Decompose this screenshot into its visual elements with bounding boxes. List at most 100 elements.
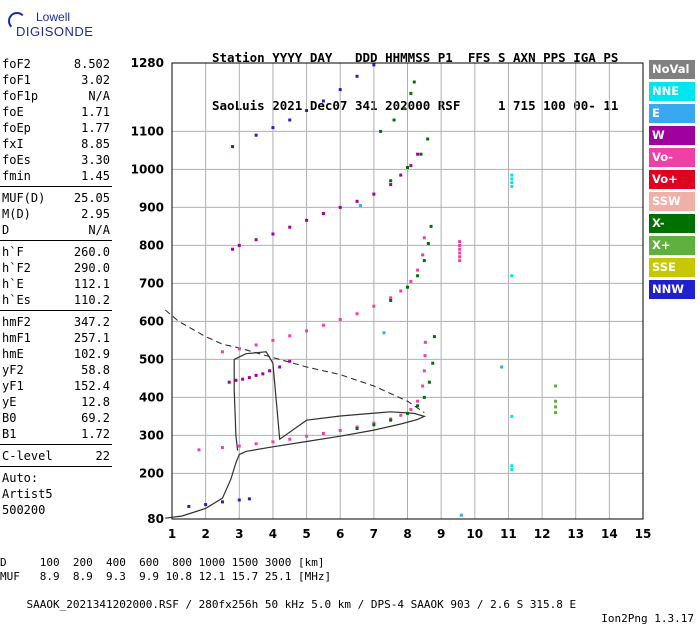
echo-point [389,183,393,187]
param-value: 3.30 [81,153,110,167]
echo-point [426,137,430,141]
param-value: 25.05 [73,191,110,205]
param-row: B0 69.2 [0,410,112,426]
echo-point [288,359,292,363]
echo-point [406,166,409,169]
echo-point [427,380,431,384]
param-row: hmE 102.9 [0,346,112,362]
header-line2: SaoLuis 2021 Dec07 341 202000 RSF 1 715 … [212,98,619,113]
param-label: B1 [2,427,17,441]
param-label: D [2,223,10,237]
digisonde-logo: Lowell DIGISONDE [6,6,93,46]
param-label: hmF2 [2,315,31,329]
param-row: yE 12.8 [0,394,112,410]
y-tick-label: 1280 [131,56,164,70]
x-tick-label: 8 [403,527,411,541]
legend-item-nnw: NNW [649,280,695,299]
echo-point [321,432,325,435]
param-separator [0,444,112,448]
echo-point [321,211,325,215]
echo-point [554,384,558,388]
param-value: 8.502 [73,57,110,71]
param-label: Artist5 [2,487,53,501]
echo-point [510,181,514,185]
plot-frame [171,62,644,520]
y-tick-label: 600 [139,314,164,328]
echo-point [421,253,425,257]
param-row: foEp 1.77 [0,120,112,136]
echo-point [231,145,235,149]
echo-point [429,224,433,228]
legend-item-sse: SSE [649,258,695,277]
echo-point [227,380,231,384]
legend-item-vo: Vo+ [649,170,695,189]
echo-point [338,318,342,321]
echo-point [355,312,359,316]
echo-point [254,373,258,377]
echo-point [421,384,425,388]
echo-point [237,347,241,351]
echo-point [510,274,514,278]
legend-item-w: W [649,126,695,145]
echo-point [402,107,406,111]
echo-point [422,259,426,263]
param-value: 1.45 [81,169,110,183]
echo-point [355,425,359,429]
ionogram-chart: 1 2 3 4 5 6 7 8 9 10 11 12 13 14 158020030040050060070… [131,56,652,541]
y-tick-label: 900 [139,200,164,214]
echo-point [554,405,558,409]
echo-point [271,440,275,444]
param-label: yF2 [2,363,24,377]
echo-point [554,411,558,415]
echo-point [355,74,359,78]
echo-point [305,434,309,438]
param-row: Artist5 [0,486,112,502]
y-tick-label: 200 [139,466,164,480]
logo-line1: Lowell [36,10,71,24]
echo-point [409,164,413,168]
echo-point [399,289,403,293]
echo-point [271,126,275,130]
echo-point [422,395,426,399]
param-label: C-level [2,449,53,463]
echo-point [431,361,435,365]
x-tick-label: 14 [601,527,618,541]
legend-item-e: E [649,104,695,123]
param-label: B0 [2,411,17,425]
echo-point [389,296,393,300]
echo-point [288,225,292,229]
param-row: D N/A [0,222,112,238]
echo-point [305,109,309,112]
param-label: foF1p [2,89,39,103]
echo-point [416,404,420,408]
echo-point [372,423,376,427]
echo-point [379,129,383,133]
param-value: N/A [88,89,110,103]
param-value: 1.77 [81,121,110,135]
param-value: 260.0 [73,245,110,259]
param-row: h`Es 110.2 [0,292,112,308]
station-header: Station YYYY DAY DDD HHMMSS P1 FFS S AXN… [212,18,618,130]
param-row: foEs 3.30 [0,152,112,168]
echo-point [412,80,416,84]
param-value: 110.2 [73,293,110,307]
echo-point [372,304,376,308]
param-value: 2.95 [81,207,110,221]
echo-point [234,378,238,382]
echo-point [382,331,386,335]
param-row: 500200 [0,502,112,518]
legend-item-vo: Vo- [649,148,695,167]
param-label: hmF1 [2,331,31,345]
echo-point [268,369,272,373]
legend-item-noval: NoVal [649,60,695,79]
echo-point [247,497,251,501]
echo-point [372,63,376,67]
echo-point [423,354,427,358]
param-label: fxI [2,137,24,151]
legend-item-x: X- [649,214,695,233]
logo-line2: DIGISONDE [16,24,94,39]
echo-point [288,118,292,122]
polarization-legend: NoVal NNE E W Vo- Vo+ SSW X- X+ SSE NNW [649,60,695,302]
param-row: yF1 152.4 [0,378,112,394]
param-value: 152.4 [73,379,110,393]
